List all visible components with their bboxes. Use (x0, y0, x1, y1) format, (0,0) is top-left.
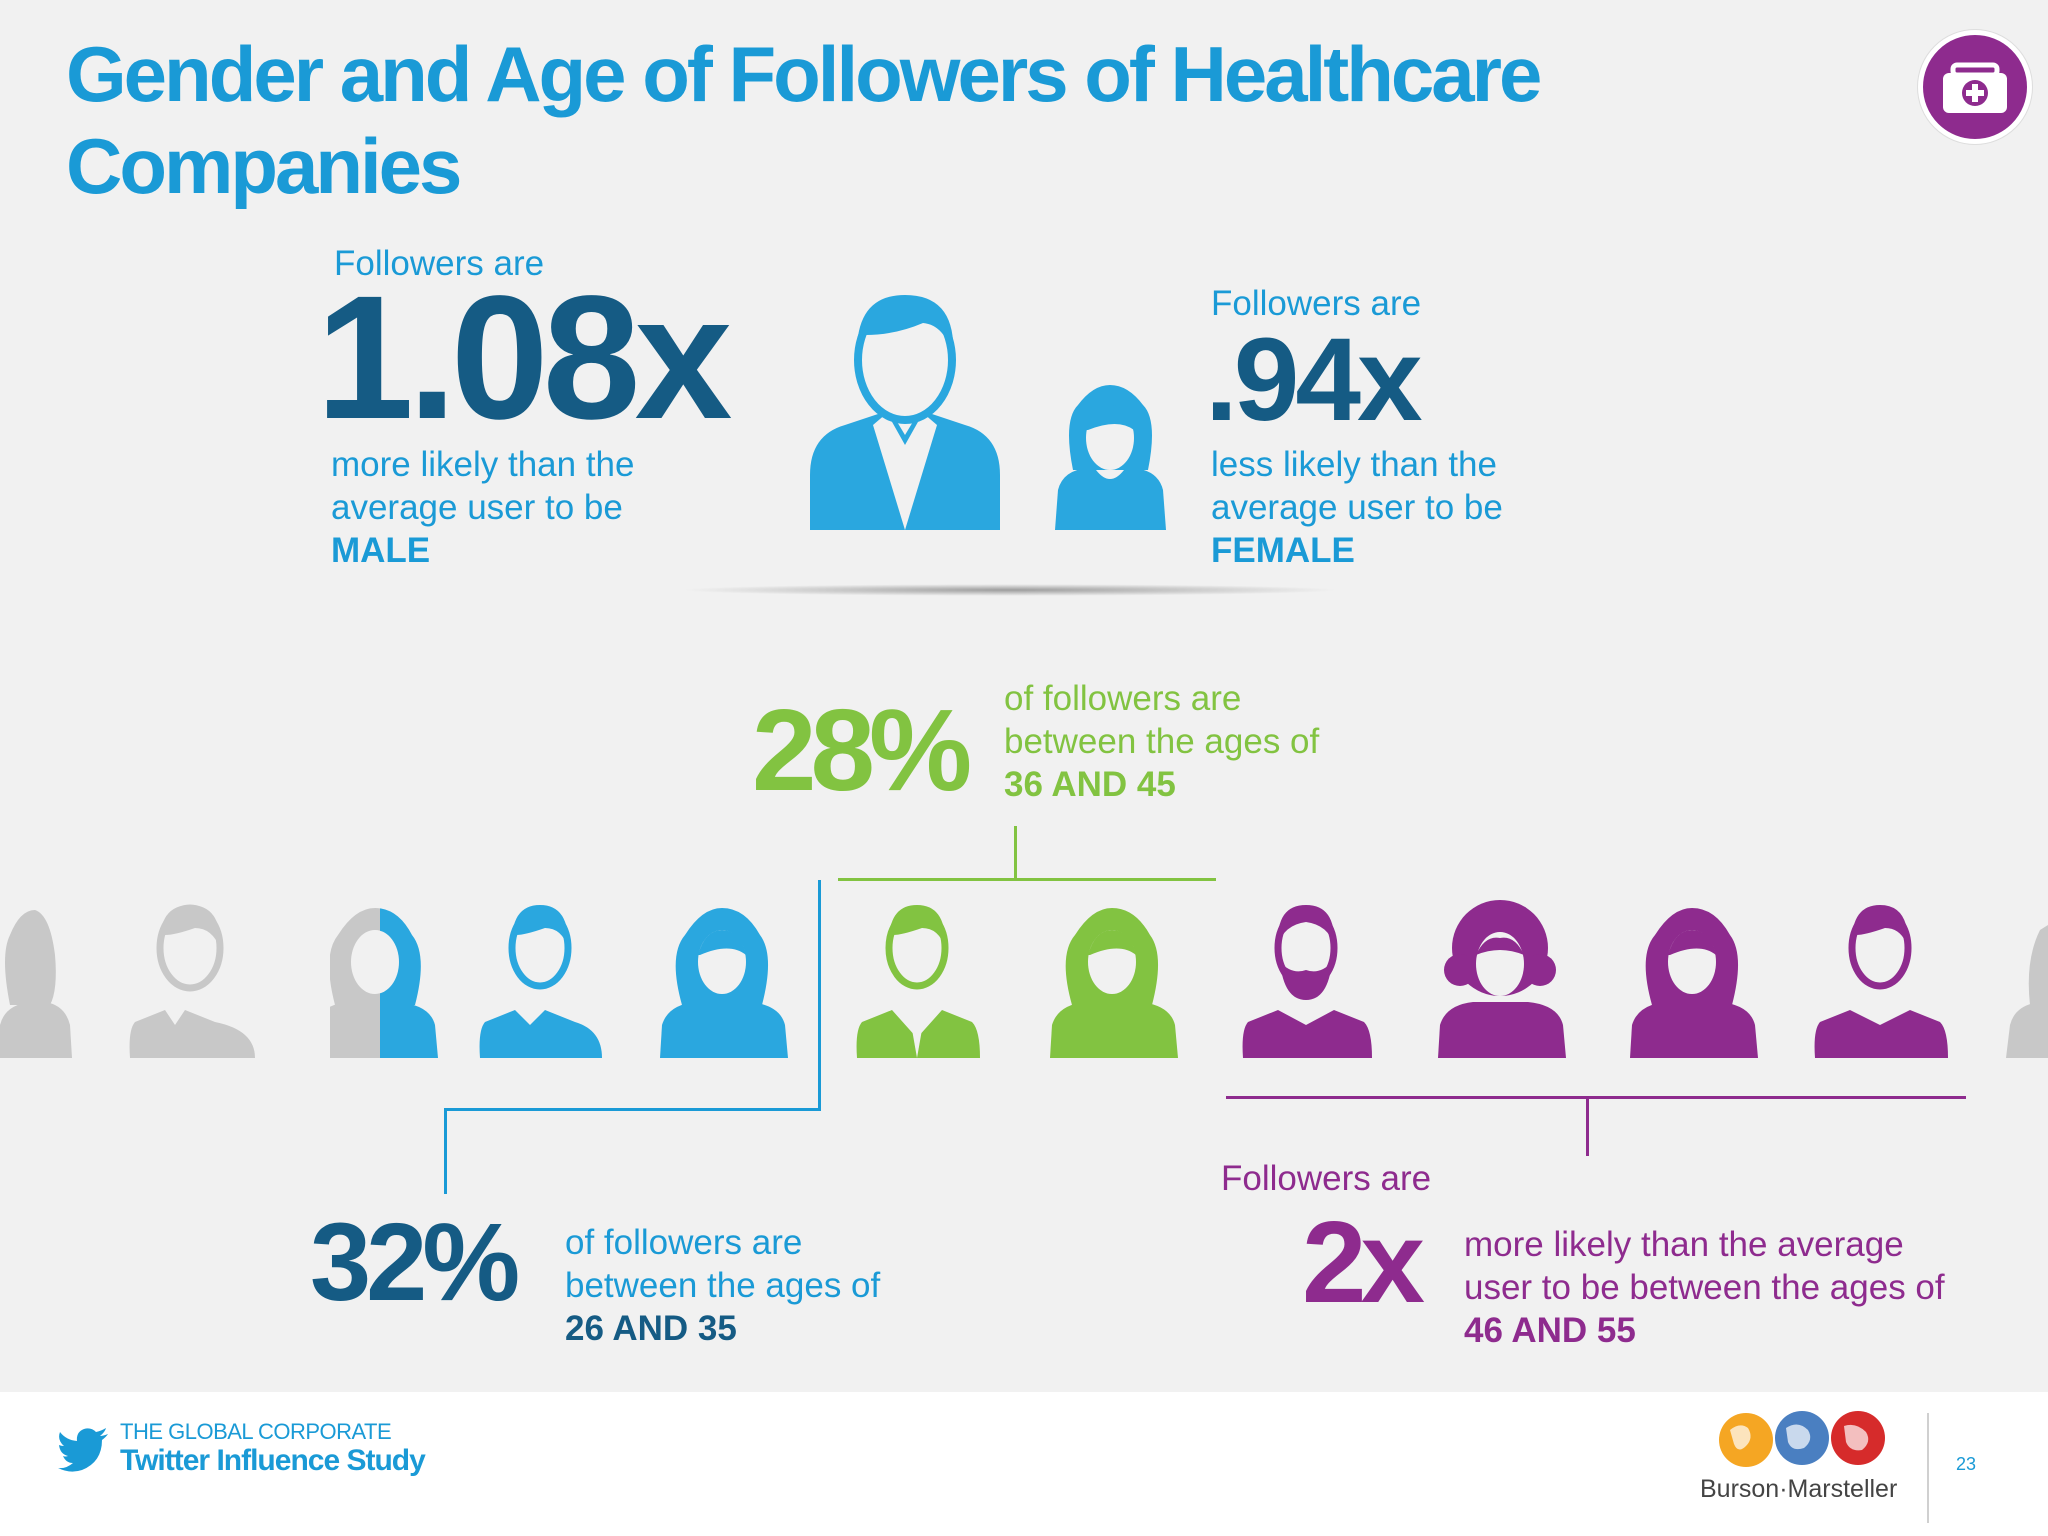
age-46-55-value: 2x (1302, 1197, 1425, 1327)
person-icon (1050, 908, 1178, 1058)
study-line-2: Twitter Influence Study (120, 1444, 426, 1477)
person-icon (856, 905, 980, 1058)
person-icon (1438, 900, 1566, 1058)
female-value: .94x (1205, 314, 1423, 446)
study-line-1: THE GLOBAL CORPORATE (120, 1419, 392, 1444)
age-26-35-value: 32% (310, 1201, 520, 1324)
female-gender: FEMALE (1211, 531, 1355, 570)
people-row (0, 900, 2048, 1058)
person-icon (479, 905, 602, 1058)
blue-connector-vertical-left (444, 1108, 447, 1194)
male-desc-2: average user to be (331, 488, 623, 527)
female-desc-1: less likely than the (1211, 445, 1497, 484)
footer-divider (1927, 1413, 1929, 1523)
female-person-icon (1055, 385, 1166, 530)
age-46-55-range: 46 AND 55 (1464, 1311, 1636, 1350)
divider-shadow (680, 584, 1340, 596)
male-gender: MALE (331, 531, 431, 570)
age-26-35-range: 26 AND 35 (565, 1309, 737, 1348)
male-intro: Followers are (334, 244, 545, 283)
female-desc-2: average user to be (1211, 488, 1503, 527)
female-intro: Followers are (1211, 284, 1422, 323)
blue-connector-horizontal (444, 1108, 821, 1111)
purple-connector-vertical (1586, 1096, 1589, 1156)
brand-name: Burson·Marsteller (1700, 1475, 1898, 1503)
briefcase-medical-icon (1918, 30, 2032, 144)
person-icon (2006, 925, 2048, 1058)
age-36-45-line2: between the ages of (1004, 722, 1320, 761)
green-connector-horizontal (838, 878, 1216, 881)
male-value: 1.08x (316, 260, 732, 456)
person-icon (1242, 905, 1372, 1058)
age-46-55-line2: user to be between the ages of (1464, 1268, 1945, 1307)
purple-connector-horizontal (1226, 1096, 1966, 1099)
person-icon (1814, 905, 1948, 1058)
age-26-35-line1: of followers are (565, 1223, 803, 1262)
male-desc-1: more likely than the (331, 445, 635, 484)
blue-connector-vertical-right (818, 880, 821, 1110)
age-36-45-value: 28% (752, 685, 972, 815)
page-title: Gender and Age of Followers of Healthcar… (66, 30, 1542, 210)
age-26-35-line2: between the ages of (565, 1266, 881, 1305)
globe-icon (1719, 1411, 1885, 1467)
footer (0, 1392, 2048, 1536)
page-number: 23 (1956, 1454, 1977, 1474)
person-icon (660, 908, 788, 1058)
age-46-55-line1: more likely than the average (1464, 1225, 1904, 1264)
age-36-45-line1: of followers are (1004, 679, 1242, 718)
age-46-55-intro: Followers are (1221, 1159, 1432, 1198)
person-icon (0, 910, 72, 1058)
green-connector-vertical (1014, 826, 1017, 880)
person-icon (1630, 908, 1758, 1058)
age-36-45-range: 36 AND 45 (1004, 765, 1176, 804)
male-person-icon (810, 295, 1000, 530)
twitter-bird-icon (58, 1428, 108, 1472)
person-icon (129, 904, 255, 1058)
